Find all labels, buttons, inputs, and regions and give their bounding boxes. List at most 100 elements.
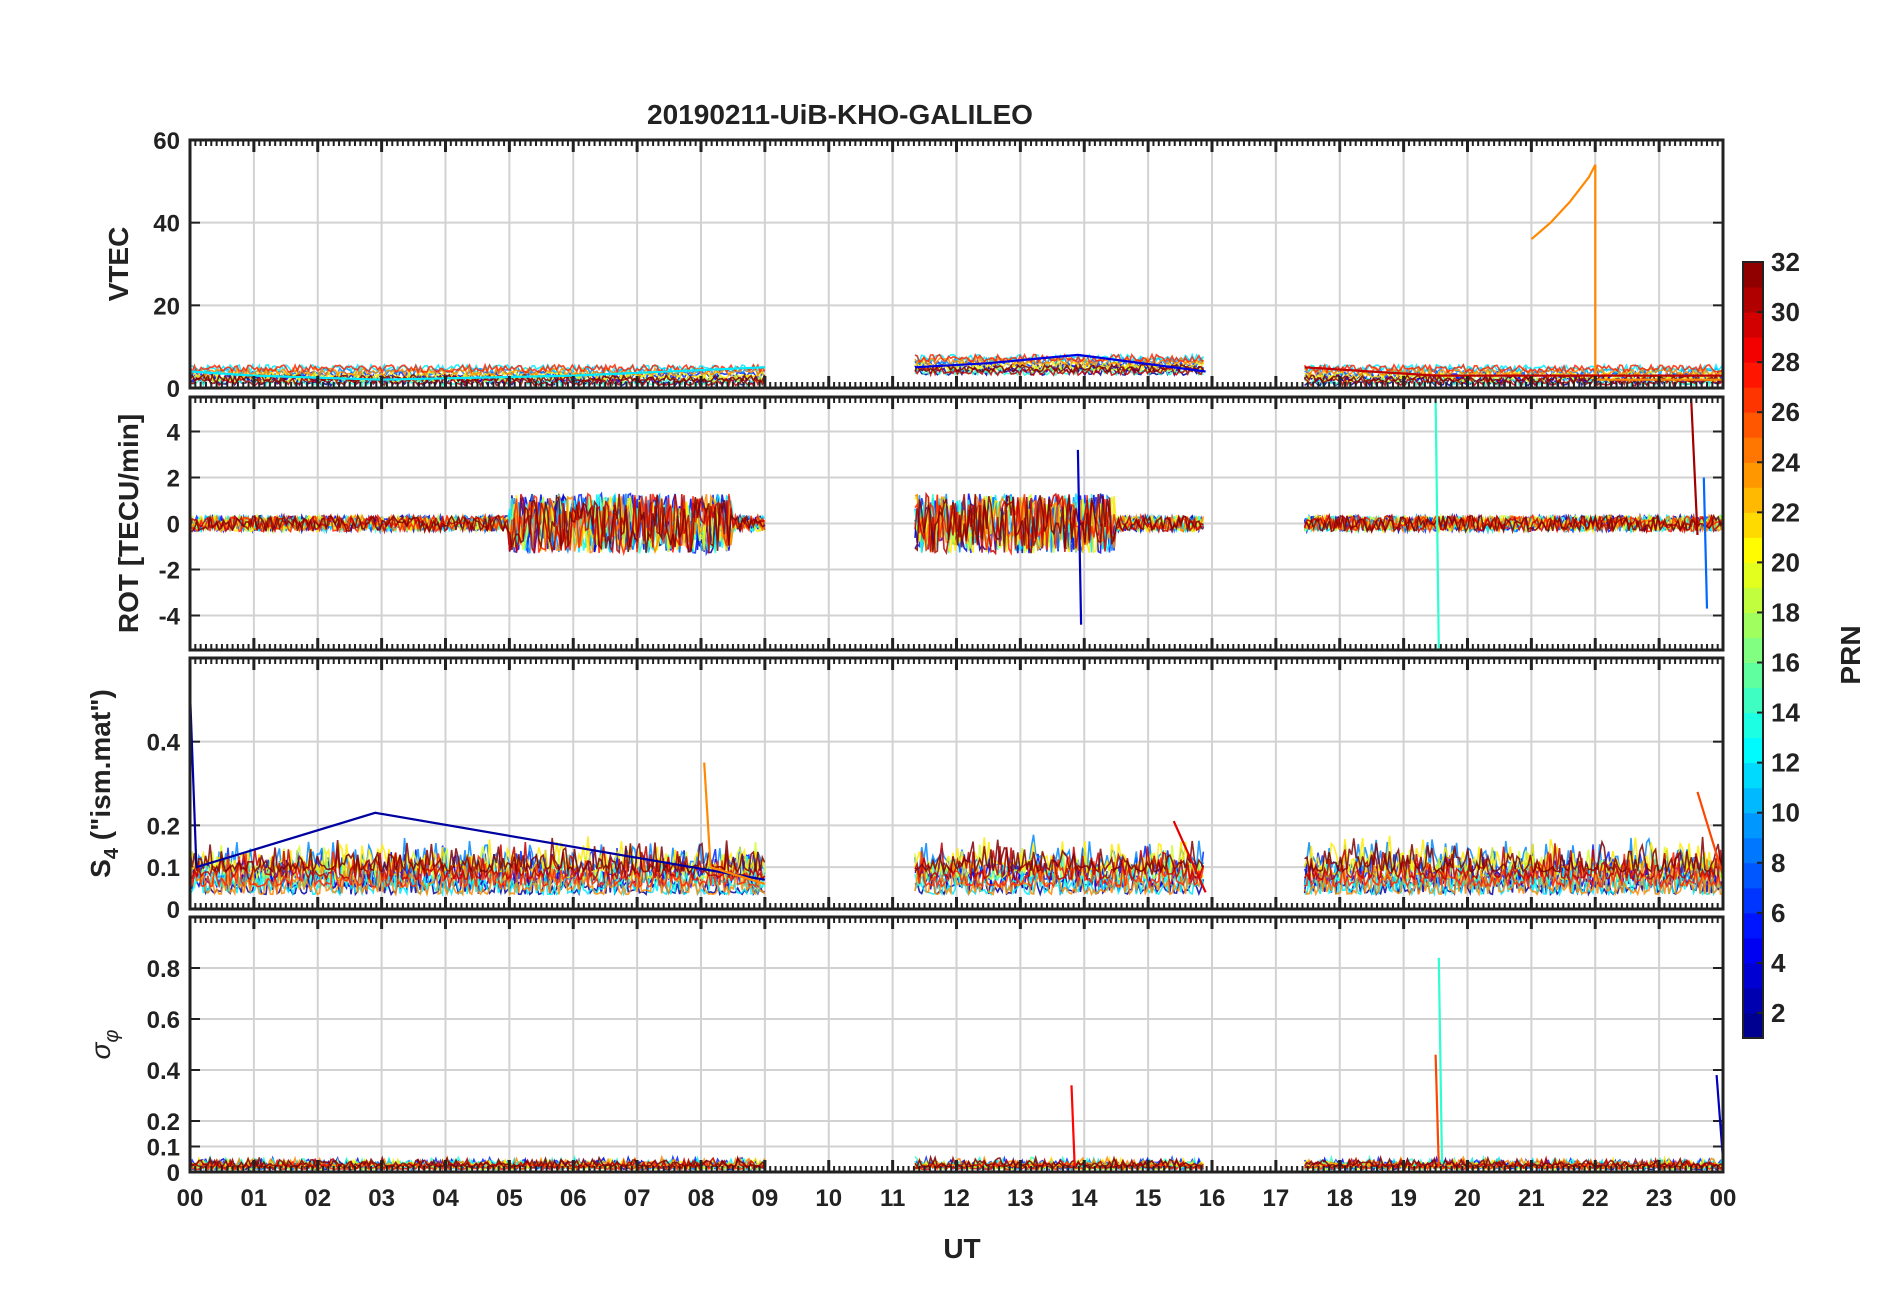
colorbar-tick-label: 10 (1771, 798, 1800, 828)
series-trace-prn-32 (190, 493, 765, 553)
x-tick-label: 13 (1007, 1185, 1034, 1212)
colorbar-tick-label: 26 (1771, 397, 1800, 427)
colorbar-segment (1743, 1012, 1763, 1039)
x-tick-label: 18 (1326, 1185, 1353, 1212)
colorbar-segment (1743, 312, 1763, 338)
series-trace-prn-24 (1303, 858, 1723, 897)
x-tick-label: 21 (1518, 1185, 1545, 1212)
series-group (190, 691, 1723, 898)
colorbar-tick-label: 16 (1771, 648, 1800, 678)
series-prn-3 (1076, 449, 1083, 625)
x-tick-label: 10 (815, 1185, 842, 1212)
y-tick-label: 4 (167, 420, 181, 447)
colorbar-segment (1743, 662, 1763, 689)
series-prn-31 (1690, 397, 1699, 536)
colorbar-tick-label: 2 (1771, 998, 1785, 1028)
series-trace-prn-32 (914, 839, 1205, 875)
y-tick-label: 0.2 (147, 813, 180, 840)
panel-3: 00.10.2 0.4 0.6 0.8 σφ (85, 915, 1725, 1187)
y-axis-label: σφ (85, 1030, 123, 1060)
colorbar-segment (1743, 512, 1763, 538)
y-tick-label: 0 (167, 376, 180, 403)
colorbar-segment (1743, 687, 1763, 714)
x-tick-label: 02 (304, 1185, 331, 1212)
colorbar-label: PRN (1835, 625, 1866, 684)
colorbar-tick-label: 8 (1771, 848, 1785, 878)
series-trace-prn-32 (914, 494, 1204, 554)
series-trace-prn-32 (1304, 836, 1723, 875)
x-tick-label: 15 (1135, 1185, 1162, 1212)
x-tick-label: 22 (1582, 1185, 1609, 1212)
colorbar-tick-label: 24 (1771, 447, 1800, 477)
colorbar-segment (1743, 412, 1763, 438)
y-tick-label: -2 (159, 558, 180, 585)
panel-0: 0 20 40 60 VTEC (103, 128, 1725, 403)
series-trace-prn-32 (190, 837, 766, 875)
colorbar-segment (1743, 812, 1763, 839)
series-trace-prn-24 (190, 858, 766, 898)
y-axis-label: ROT [TECU/min] (113, 414, 144, 633)
series-trace-prn-32 (914, 363, 1205, 374)
colorbar-segment (1743, 887, 1763, 914)
y-tick-label: 0.1 (147, 1135, 180, 1162)
x-tick-label: 00 (1710, 1185, 1737, 1212)
colorbar-tick-label: 32 (1771, 247, 1800, 277)
series-prn-24 (703, 762, 766, 885)
colorbar-tick-label: 20 (1771, 547, 1800, 577)
x-tick-label: 19 (1390, 1185, 1417, 1212)
colorbar-segment (1743, 737, 1763, 764)
colorbar-segment (1743, 462, 1763, 488)
series-trace-prn-27 (190, 362, 766, 375)
y-tick-label: 0 (167, 512, 180, 539)
colorbar-segment (1743, 837, 1763, 864)
y-tick-label: 0.2 (147, 1109, 180, 1136)
colorbar-segment (1743, 712, 1763, 739)
series-trace-prn-30 (914, 365, 1205, 378)
colorbar-segment (1743, 437, 1763, 463)
y-tick-label: 2 (167, 466, 180, 493)
x-axis-label: UT (943, 1233, 980, 1264)
colorbar-tick-label: 14 (1771, 698, 1800, 728)
colorbar-segment (1743, 987, 1763, 1014)
colorbar-segment (1743, 762, 1763, 789)
y-axis-label: S4 ("ism.mat") (85, 689, 123, 878)
x-tick-label: 08 (688, 1185, 715, 1212)
y-tick-label: 0.8 (147, 956, 180, 983)
y-axis-label: VTEC (103, 227, 134, 302)
series-trace-prn-27 (1304, 851, 1723, 890)
x-tick-label: 17 (1263, 1185, 1290, 1212)
colorbar-tick-label: 4 (1771, 948, 1786, 978)
series-prn-29 (1172, 820, 1207, 893)
series-prn-28 (1070, 1085, 1076, 1167)
x-tick-label: 09 (752, 1185, 779, 1212)
series-trace-prn-27 (1303, 363, 1723, 375)
colorbar-tick-label: 22 (1771, 497, 1800, 527)
series-prn-26 (1434, 1054, 1440, 1167)
x-tick-label: 03 (368, 1185, 395, 1212)
panel-1: -4 -2 0 2 4 ROT [TECU/min] (113, 395, 1725, 652)
colorbar-tick-label: 18 (1771, 597, 1800, 627)
colorbar-segment (1743, 337, 1763, 363)
x-tick-label: 12 (943, 1185, 970, 1212)
colorbar-segment (1743, 612, 1763, 638)
x-tick-label: 07 (624, 1185, 651, 1212)
series-prn-4 (914, 353, 1206, 373)
colorbar-segment (1743, 287, 1763, 313)
y-tick-label: 0.4 (147, 730, 181, 757)
y-tick-label: 0.6 (147, 1007, 180, 1034)
y-tick-label: 40 (153, 211, 180, 238)
colorbar-segment (1743, 362, 1763, 388)
colorbar-tick-label: 12 (1771, 748, 1800, 778)
x-tick-label: 04 (432, 1185, 459, 1212)
x-tick-label: 11 (880, 1185, 905, 1212)
colorbar-tick-label: 6 (1771, 898, 1785, 928)
series-trace-prn-32 (1304, 514, 1723, 535)
series-prn-8 (1702, 477, 1709, 609)
series-trace-prn-32 (914, 1154, 1204, 1169)
x-tick-labels: 00 01 02 03 04 05 06 07 08 09 10 11 12 13 14 15 16 17 18 19… (177, 1185, 1737, 1212)
y-tick-label: 0 (167, 897, 180, 924)
series-trace-prn-24 (914, 355, 1205, 368)
